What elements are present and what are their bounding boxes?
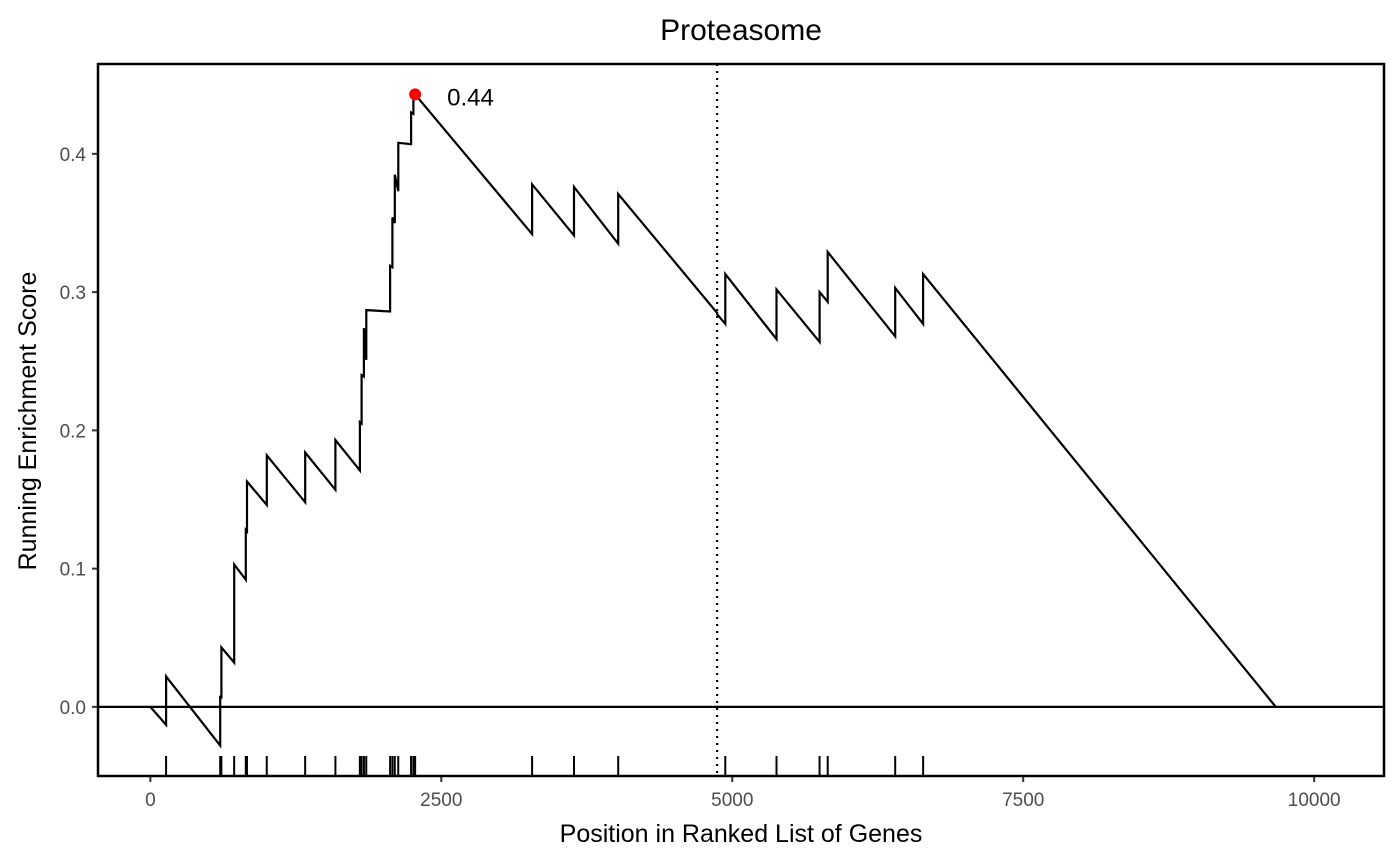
x-axis-title: Position in Ranked List of Genes (560, 820, 923, 848)
y-tick-label: 0.4 (60, 145, 87, 166)
peak-point (409, 88, 422, 101)
y-tick-label: 0.2 (60, 421, 86, 442)
peak-label: 0.44 (447, 84, 494, 111)
y-tick-label: 0.3 (60, 283, 86, 304)
plot-panel-border (96, 62, 1386, 778)
x-axis-ticks: 0 2500 5000 7500 10000 (145, 776, 1341, 811)
chart-title: Proteasome (660, 14, 822, 47)
x-tick-label: 5000 (711, 790, 753, 811)
x-tick-label: 0 (145, 790, 156, 811)
x-tick-label: 7500 (1002, 790, 1044, 811)
y-tick-label: 0.0 (60, 698, 86, 719)
x-tick-label: 10000 (1288, 790, 1341, 811)
y-axis-title: Running Enrichment Score (14, 272, 42, 571)
y-tick-label: 0.1 (60, 560, 86, 581)
gene-hit-marks (165, 756, 925, 776)
running-enrichment-line (149, 91, 1277, 749)
y-axis-ticks: 0.0 0.1 0.2 0.3 0.4 (60, 145, 98, 719)
x-tick-label: 2500 (420, 790, 462, 811)
